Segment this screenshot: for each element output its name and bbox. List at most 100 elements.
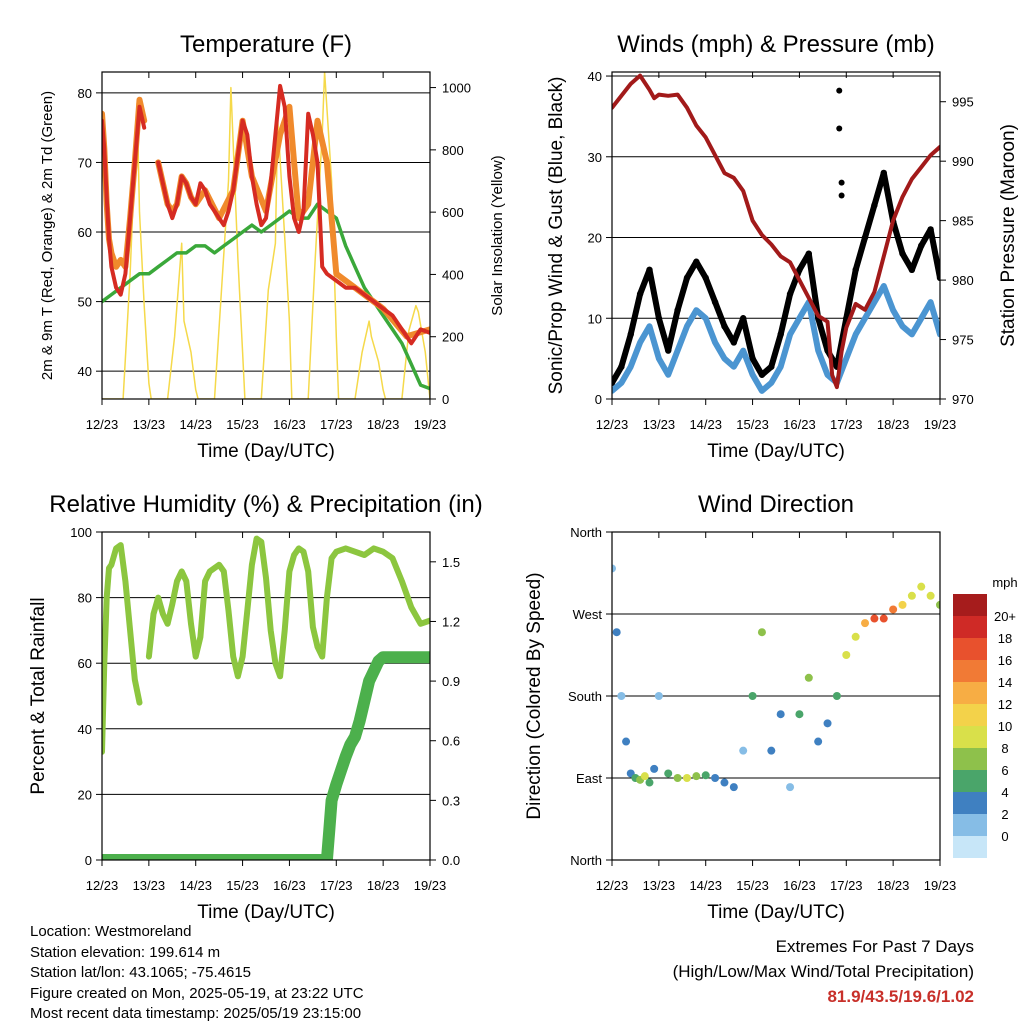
wind-series-line	[612, 283, 940, 394]
direction-point	[757, 628, 766, 637]
y-axis-label: Sonic/Prop Wind & Gust (Blue, Black)	[546, 77, 567, 395]
direction-point	[804, 673, 813, 682]
plot-border	[101, 71, 431, 400]
temp2m-series-line	[156, 83, 430, 346]
pressure-series-line	[612, 73, 940, 390]
x-tick-label: 19/23	[924, 417, 957, 432]
rh-series-line	[102, 542, 143, 755]
latlon-text: Station lat/lon: 43.1065; -75.4615	[30, 964, 252, 981]
direction-point	[682, 774, 691, 782]
extremes-values: 81.9/43.5/19.6/1.02	[827, 987, 974, 1006]
x-tick-label: 15/23	[226, 878, 259, 893]
direction-point	[786, 783, 795, 792]
y-tick-label: North	[570, 525, 602, 540]
legend-swatch	[953, 682, 987, 704]
direction-point	[711, 774, 720, 782]
direction-point	[870, 614, 879, 623]
y-tick-label: South	[568, 689, 602, 704]
y-axis-label: Percent & Total Rainfall	[28, 597, 49, 794]
x-tick-label: 13/23	[643, 417, 676, 432]
x-tick-label: 18/23	[367, 878, 400, 893]
x-tick-label: 13/23	[133, 878, 166, 893]
legend-label: 8	[1001, 741, 1008, 756]
direction-point	[645, 778, 654, 787]
y2-tick-label: 1000	[442, 81, 471, 96]
location-text: Location: Westmoreland	[30, 923, 192, 940]
y2-tick-label: 0.6	[442, 734, 460, 749]
legend-swatch	[953, 704, 987, 726]
direction-point	[612, 564, 616, 573]
x-tick-label: 15/23	[736, 417, 769, 432]
temperature-plot-area	[102, 72, 430, 399]
x-tick-label: 16/23	[273, 417, 306, 432]
direction-point	[654, 692, 663, 700]
direction-point	[720, 778, 729, 787]
y2-tick-label: 0.0	[442, 853, 460, 868]
x-tick-label: 15/23	[736, 878, 769, 893]
y-tick-label: West	[573, 607, 603, 622]
gust-outlier-point	[836, 125, 843, 132]
legend-label: 16	[998, 653, 1012, 668]
x-tick-label: 18/23	[367, 417, 400, 432]
x-tick-label: 16/23	[783, 878, 816, 893]
legend-unit: mph	[992, 575, 1017, 590]
direction-point	[650, 764, 659, 773]
extremes-panel: Extremes For Past 7 Days (High/Low/Max W…	[673, 934, 974, 1009]
legend-swatch	[953, 748, 987, 770]
direction-point	[748, 692, 757, 700]
direction-point	[907, 591, 916, 600]
legend-label: 4	[1001, 785, 1008, 800]
x-axis-label: Time (Day/UTC)	[707, 902, 845, 923]
direction-point	[776, 710, 785, 719]
x-tick-label: 12/23	[596, 417, 629, 432]
y2-tick-label: 400	[442, 267, 464, 282]
panel-wind_direction: Wind Direction 12/23 13/23 14/23 15/23 16/23 1…	[524, 491, 1018, 923]
gust-outlier-point	[836, 87, 843, 94]
x-axis-label: Time (Day/UTC)	[197, 902, 335, 923]
chart-title: Relative Humidity (%) & Precipitation (i…	[49, 491, 482, 518]
y2-tick-label: 975	[952, 333, 974, 348]
direction-plot-area	[612, 564, 940, 792]
direction-point	[701, 771, 710, 780]
x-tick-label: 14/23	[689, 878, 722, 893]
direction-point	[640, 772, 649, 781]
panel-winds: Winds (mph) & Pressure (mb) 12/23 13/23 14/…	[546, 31, 1019, 462]
direction-point	[767, 746, 776, 755]
legend-label: 10	[998, 719, 1012, 734]
x-tick-label: 15/23	[226, 417, 259, 432]
direction-point	[936, 600, 940, 609]
y2-tick-label: 990	[952, 154, 974, 169]
x-axis-label: Time (Day/UTC)	[707, 441, 845, 462]
x-tick-label: 16/23	[783, 417, 816, 432]
x-tick-label: 18/23	[877, 878, 910, 893]
extremes-title: Extremes For Past 7 Days	[775, 937, 974, 956]
direction-point	[823, 719, 832, 728]
y2-tick-label: 800	[442, 143, 464, 158]
legend-label: 6	[1001, 763, 1008, 778]
x-tick-label: 13/23	[643, 878, 676, 893]
elevation-text: Station elevation: 199.614 m	[30, 943, 221, 961]
y-tick-label: 100	[70, 525, 92, 540]
direction-point	[739, 746, 748, 755]
temp2m-series-line	[102, 104, 147, 297]
extremes-subtitle: (High/Low/Max Wind/Total Precipitation)	[672, 962, 974, 981]
x-tick-label: 13/23	[133, 417, 166, 432]
legend-label: 2	[1001, 807, 1008, 822]
x-tick-label: 14/23	[689, 417, 722, 432]
y2-tick-label: 600	[442, 205, 464, 220]
direction-point	[861, 619, 870, 628]
gust-series-line	[612, 169, 940, 386]
legend-label: 18	[998, 631, 1012, 646]
direction-point	[664, 769, 673, 778]
direction-point	[814, 737, 823, 746]
station-info: Location: Westmoreland Station elevation…	[30, 922, 364, 1025]
x-tick-label: 14/23	[179, 417, 212, 432]
humidity-plot-area	[102, 535, 430, 860]
y-tick-label: 40	[78, 722, 92, 737]
y2-tick-label: 970	[952, 392, 974, 407]
y2-tick-label: 995	[952, 95, 974, 110]
y-tick-label: 40	[78, 364, 92, 379]
y2-tick-label: 980	[952, 273, 974, 288]
y-tick-label: 10	[588, 311, 602, 326]
